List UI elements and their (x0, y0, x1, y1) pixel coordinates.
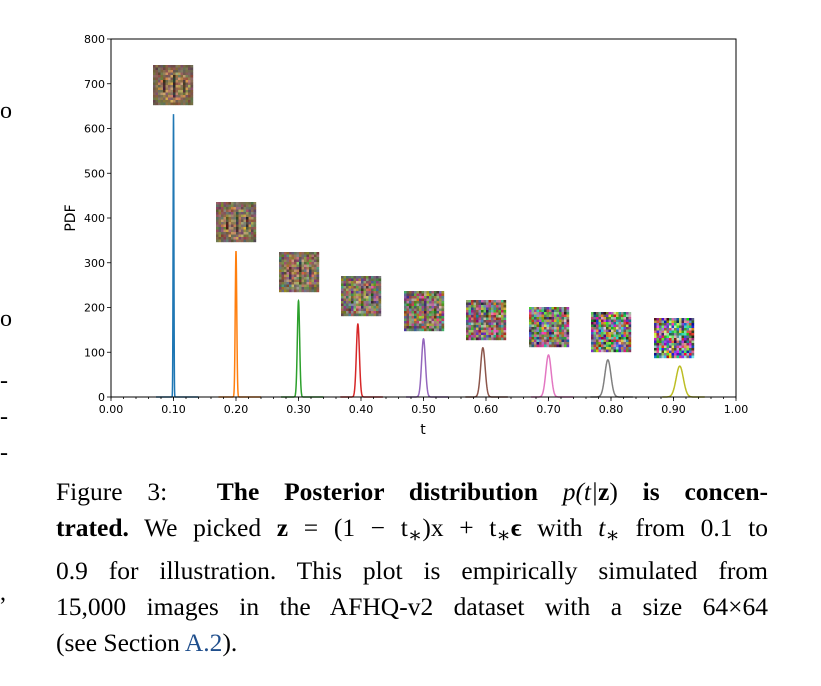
x-tick-label: 0.20 (224, 403, 249, 416)
edge-fragment: o (0, 306, 12, 332)
pdf-curve-t08 (590, 359, 633, 398)
noisy-image-thumbnail (654, 318, 695, 359)
pdf-curves (156, 114, 705, 398)
y-tick-label: 300 (84, 257, 105, 270)
x-tick-label: 0.40 (349, 403, 374, 416)
caption-line-4: 15,000 images in the AFHQ-v2 dataset wit… (56, 592, 768, 622)
math-z: z (276, 513, 289, 542)
caption-line-2: trated. We picked z = (1 − t∗)x + t∗ϵ wi… (56, 510, 768, 553)
posterior-pdf-chart: 0.00 0.10 0.20 0.30 0.40 0.50 0.60 0.70 0.80 0.90… (63, 33, 749, 438)
figure-caption: Figure 3: The Posterior distribution p(t… (56, 474, 768, 661)
y-tick-label: 200 (84, 302, 105, 315)
y-axis: 0 100 200 300 400 500 600 700 800 (84, 33, 111, 404)
math-expr: = (1 − t (303, 513, 408, 542)
pdf-curve-t09 (662, 365, 705, 398)
edge-fragment: o (0, 98, 12, 124)
noisy-image-thumbnail (341, 276, 382, 317)
caption-line-3: 0.9 for illustration. This plot is empir… (56, 556, 768, 586)
x-tick-label: 0.30 (286, 403, 311, 416)
caption-text: from 0.1 to (635, 513, 769, 542)
edge-fragment: , (0, 580, 6, 606)
caption-text: ). (222, 628, 238, 658)
math-star: ∗ (496, 523, 511, 548)
math-expr: )x + t (422, 513, 497, 542)
math-p-t-z: p(t| (562, 477, 599, 506)
pdf-curve-t05 (406, 337, 449, 398)
noisy-image-thumbnail (153, 65, 194, 106)
pdf-curve-t06 (465, 346, 508, 398)
edge-fragment: - (0, 368, 8, 394)
noisy-image-thumbnail (404, 291, 445, 332)
pdf-curve-t01 (156, 114, 199, 398)
caption-text: with (537, 513, 583, 542)
pdf-curve-t03 (281, 298, 324, 398)
edge-fragment: - (0, 404, 8, 430)
math-z: z (598, 477, 610, 506)
pdf-curve-t07 (531, 354, 574, 398)
pdf-curve-t02 (218, 251, 261, 398)
pdf-curve-t04 (340, 323, 383, 398)
figure-label: Figure 3: (56, 477, 168, 506)
caption-title: The Posterior distribution (216, 477, 538, 506)
noise-thumbnails (153, 65, 695, 359)
caption-line-1: Figure 3: The Posterior distribution p(t… (56, 474, 768, 510)
x-tick-label: 0.60 (474, 403, 499, 416)
math-star: ∗ (407, 523, 423, 548)
x-tick-label: 0.50 (411, 403, 436, 416)
y-tick-label: 500 (84, 167, 105, 180)
y-tick-label: 0 (98, 391, 105, 404)
y-tick-label: 700 (84, 78, 105, 91)
math-epsilon: ϵ (510, 513, 522, 542)
edge-fragment: - (0, 440, 8, 466)
x-tick-label: 0.00 (99, 403, 124, 416)
noisy-image-thumbnail (466, 300, 507, 341)
math-star: ∗ (605, 523, 620, 548)
caption-title: is concen- (642, 477, 769, 506)
plot-frame (110, 38, 737, 398)
x-tick-label: 0.80 (599, 403, 624, 416)
x-tick-label: 0.90 (661, 403, 686, 416)
x-axis: 0.00 0.10 0.20 0.30 0.40 0.50 0.60 0.70 0.80 0.90… (99, 397, 749, 416)
caption-line-5: (see Section A.2). (56, 625, 768, 661)
math-paren: ) (609, 477, 618, 506)
y-tick-label: 400 (84, 212, 105, 225)
y-tick-label: 600 (84, 123, 105, 136)
caption-text: We picked (144, 513, 262, 542)
x-tick-label: 1.00 (724, 403, 749, 416)
noisy-image-thumbnail (279, 252, 320, 293)
x-tick-label: 0.70 (536, 403, 561, 416)
caption-text: (see Section (56, 628, 180, 658)
y-tick-label: 800 (84, 33, 105, 46)
y-axis-label: PDF (63, 204, 79, 231)
x-tick-label: 0.10 (161, 403, 186, 416)
x-axis-label: t (420, 422, 426, 438)
noisy-image-thumbnail (216, 202, 257, 243)
y-tick-label: 100 (84, 346, 105, 359)
caption-title: trated. (56, 513, 129, 542)
section-link[interactable]: A.2 (184, 628, 223, 658)
noisy-image-thumbnail (591, 312, 632, 353)
math-t: t (598, 513, 606, 542)
noisy-image-thumbnail (529, 307, 570, 348)
